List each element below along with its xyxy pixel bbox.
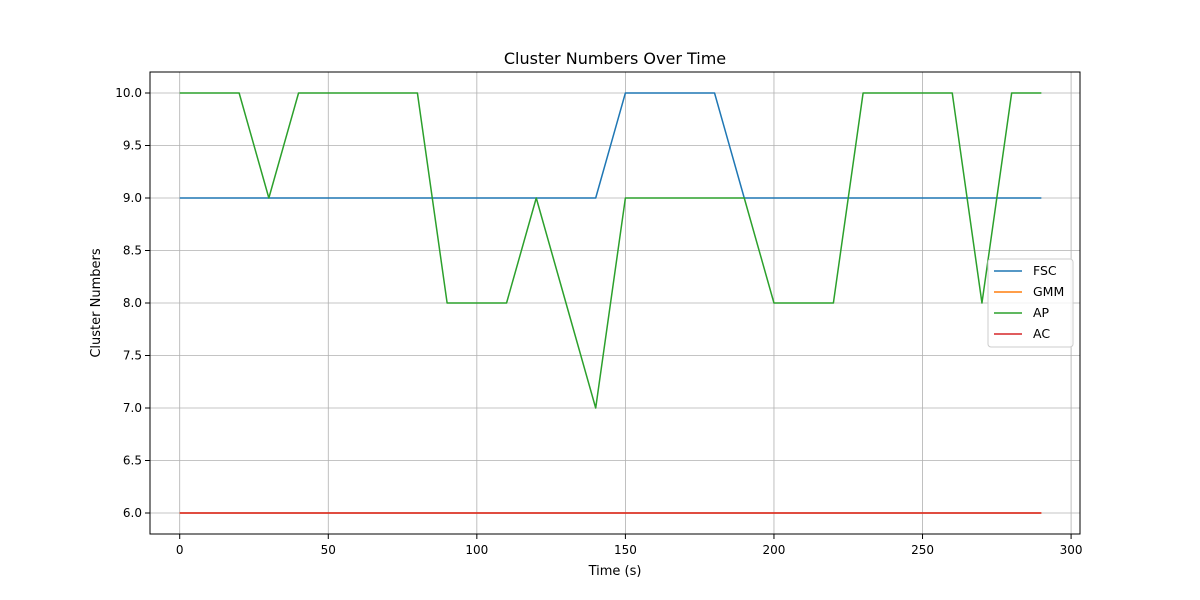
y-tick-label: 8.5: [123, 244, 142, 258]
x-axis-title: Time (s): [588, 564, 642, 579]
y-tick-label: 7.5: [123, 349, 142, 363]
legend-label: FSC: [1033, 263, 1057, 278]
x-tick-label: 250: [911, 543, 934, 557]
legend-label: GMM: [1033, 284, 1064, 299]
legend-label: AC: [1033, 326, 1050, 341]
x-axis-ticks: 0 50 100 150 200 250 300: [176, 534, 1083, 557]
legend-box: [987, 258, 1074, 348]
y-tick-label: 6.0: [123, 506, 142, 520]
y-tick-label: 7.0: [123, 401, 142, 415]
x-tick-label: 300: [1060, 543, 1083, 557]
grid-lines: [150, 72, 1080, 534]
x-tick-label: 100: [465, 543, 488, 557]
y-tick-label: 10.0: [115, 86, 142, 100]
series-line-fsc: [179, 92, 1042, 199]
y-axis-ticks: 6.0 6.5 7.0 7.5 8.0 8.5 9.0 9.5 10.0: [115, 86, 150, 520]
x-tick-label: 150: [614, 543, 637, 557]
x-tick-label: 50: [321, 543, 336, 557]
y-tick-label: 8.0: [123, 296, 142, 310]
series-lines: [179, 92, 1042, 514]
y-tick-label: 6.5: [123, 454, 142, 468]
y-axis-title: Cluster Numbers: [89, 248, 104, 357]
legend: FSC GMM AP AC: [987, 258, 1074, 348]
x-tick-label: 0: [176, 543, 184, 557]
y-tick-label: 9.5: [123, 139, 142, 153]
series-line-ap: [179, 92, 1042, 409]
y-tick-label: 9.0: [123, 191, 142, 205]
legend-label: AP: [1033, 305, 1050, 320]
x-tick-label: 200: [763, 543, 786, 557]
chart-title: Cluster Numbers Over Time: [504, 49, 726, 68]
